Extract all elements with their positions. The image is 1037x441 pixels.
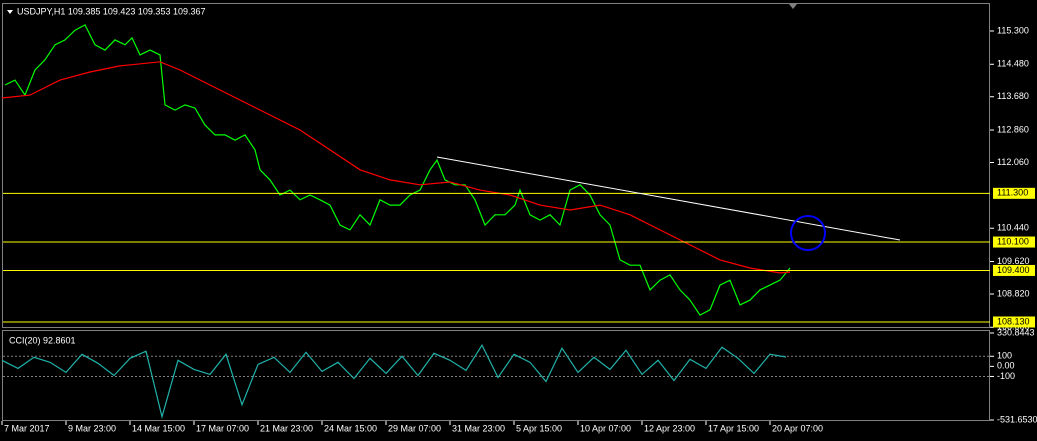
price-label: 109.400 — [997, 265, 1030, 275]
y-tick-label: -531.6530 — [997, 414, 1037, 424]
price-label: 108.130 — [997, 316, 1030, 326]
x-tick-label: 29 Mar 07:00 — [388, 423, 441, 433]
y-tick-label: 115.300 — [997, 25, 1029, 35]
x-tick-label: 7 Mar 2017 — [4, 423, 50, 433]
chart-title: USDJPY,H1 109.385 109.423 109.353 109.36… — [17, 6, 206, 16]
x-tick-label: 5 Apr 15:00 — [516, 423, 562, 433]
x-tick-label: 14 Mar 15:00 — [132, 423, 185, 433]
x-tick-label: 20 Apr 07:00 — [772, 423, 823, 433]
y-tick-label: 114.480 — [997, 59, 1029, 69]
y-tick-label: 330.8443 — [997, 327, 1035, 337]
marker-circle — [790, 215, 826, 251]
series-line — [1, 343, 787, 420]
main-panel — [2, 3, 990, 328]
cci-panel — [2, 330, 990, 421]
price-label: 111.300 — [997, 188, 1028, 198]
y-tick-label: 108.820 — [997, 288, 1030, 298]
price-label: 110.100 — [997, 236, 1029, 246]
x-tick-label: 12 Apr 23:00 — [644, 423, 695, 433]
shift-marker — [789, 4, 797, 9]
y-tick-label: 112.860 — [997, 124, 1029, 134]
x-tick-label: 31 Mar 23:00 — [452, 423, 505, 433]
price-label-box — [993, 316, 1035, 328]
price-label-box — [993, 236, 1035, 248]
x-tick-label: 17 Apr 15:00 — [708, 423, 759, 433]
cci-title: CCI(20) 92.8601 — [9, 335, 76, 345]
price-label-box — [993, 264, 1035, 276]
y-tick-label: 100 — [997, 351, 1012, 361]
y-tick-label: 109.620 — [997, 256, 1030, 266]
series-line — [4, 24, 791, 316]
price-label-box — [993, 187, 1035, 199]
menu-arrow — [7, 10, 13, 14]
x-tick-label: 10 Apr 07:00 — [580, 423, 631, 433]
y-tick-label: 112.060 — [997, 157, 1029, 167]
y-tick-label: 0.00 — [997, 361, 1015, 371]
y-tick-label: -100 — [997, 371, 1015, 381]
y-tick-label: 113.680 — [997, 91, 1029, 101]
y-tick-label: 110.440 — [997, 223, 1029, 233]
x-tick-label: 24 Mar 15:00 — [324, 423, 377, 433]
x-tick-label: 21 Mar 23:00 — [260, 423, 313, 433]
x-tick-label: 9 Mar 23:00 — [68, 423, 116, 433]
series-line — [1, 61, 791, 274]
x-tick-label: 17 Mar 07:00 — [196, 423, 249, 433]
